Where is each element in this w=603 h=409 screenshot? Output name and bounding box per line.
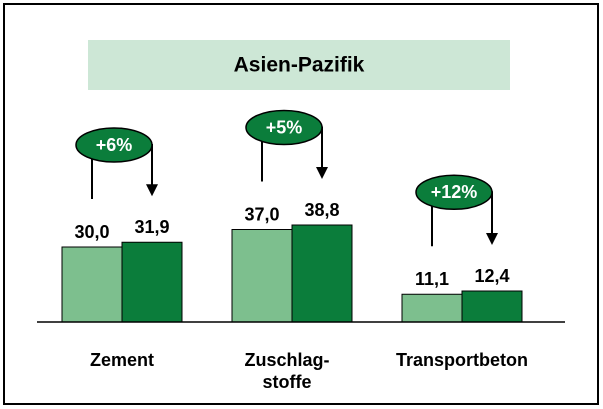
value-label: 30,0	[74, 222, 109, 242]
value-label: 37,0	[244, 204, 279, 224]
annotation-badge	[245, 109, 323, 146]
chart-title: Asien-Pazifik	[234, 54, 365, 77]
annotation: +5%	[266, 117, 303, 137]
annotation-badge	[75, 127, 153, 163]
value-label: 12,4	[474, 266, 509, 286]
x-tick-label: Zuschlag-stoffe	[244, 350, 329, 392]
value-label: 11,1	[415, 269, 449, 289]
arrow-head	[486, 233, 498, 245]
label-line: stoffe	[263, 372, 312, 392]
title-box	[88, 40, 510, 90]
bar	[61, 246, 123, 323]
arrow-head	[316, 167, 328, 179]
x-tick-label: Transportbeton	[396, 350, 528, 370]
value-label: 31,9	[134, 217, 169, 237]
label-line: Zuschlag-	[244, 350, 329, 370]
bar	[401, 293, 463, 323]
arrow-head	[146, 184, 158, 197]
bar	[291, 224, 353, 323]
bar	[231, 229, 293, 323]
bar	[461, 290, 523, 323]
annotation: +12%	[431, 182, 478, 202]
value-label: 38,8	[304, 200, 339, 220]
annotation: +6%	[96, 135, 133, 155]
x-tick-label: Zement	[90, 350, 154, 370]
bar	[121, 241, 183, 323]
annotation-badge	[415, 174, 493, 210]
